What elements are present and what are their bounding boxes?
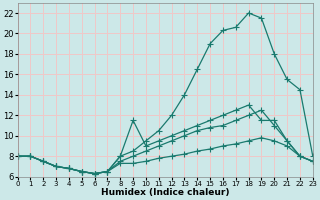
X-axis label: Humidex (Indice chaleur): Humidex (Indice chaleur) — [101, 188, 229, 197]
